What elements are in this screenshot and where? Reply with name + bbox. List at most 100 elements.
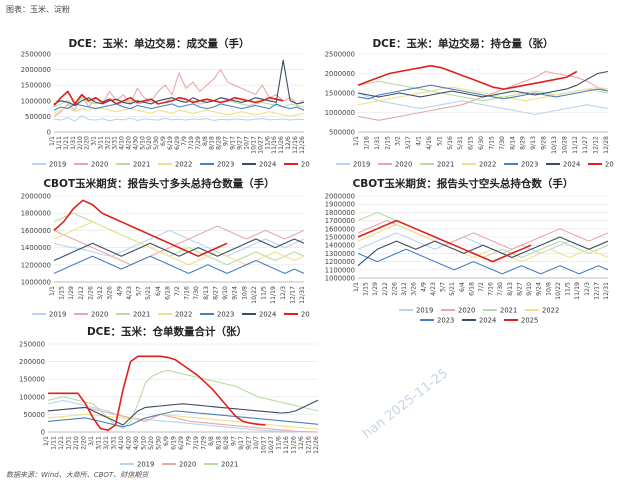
series-line-2022 xyxy=(357,224,609,263)
x-tick-label: 4/30 xyxy=(132,136,139,150)
x-tick-label: 5/7 xyxy=(440,282,447,292)
x-tick-label: 4/1 xyxy=(416,136,423,146)
x-tick-label: 7/30 xyxy=(193,286,200,300)
x-tick-label: 3/2 xyxy=(395,136,402,146)
x-tick-label: 12/6 xyxy=(285,136,292,150)
x-tick-label: 10/28 xyxy=(561,136,568,154)
cbot-short-chart-svg: CBOT玉米期货：报告头寸空头总持仓数（手） 100000011000001200… xyxy=(325,177,610,324)
chart-cbot-long: CBOT玉米期货：报告头寸多头总持仓数量（手） 1000000 1200000 140… xyxy=(8,174,310,319)
x-tick-label: 12/6 xyxy=(298,436,305,450)
x-tick-label: 6/4 xyxy=(155,286,162,296)
x-tick-label: 4/23 xyxy=(430,282,437,296)
series-line-2025 xyxy=(53,90,284,107)
chart-title: DCE：玉米：单边交易：成交量（手） xyxy=(68,37,249,50)
series-line-2024 xyxy=(47,399,319,426)
x-tick-label: 11/12 xyxy=(572,136,579,154)
y-tick-label: 1000000 xyxy=(325,109,355,117)
legend-label-2019: 2019 xyxy=(137,461,154,468)
series-line-2022 xyxy=(53,106,305,117)
legend-label-2022: 2022 xyxy=(175,311,192,319)
x-tick-label: 9/27 xyxy=(246,436,253,450)
series-line-2024 xyxy=(53,59,305,107)
x-tick-label: 4/10 xyxy=(118,436,125,450)
x-tick-label: 9/10 xyxy=(526,282,533,296)
x-tick-label: 4/9 xyxy=(116,286,123,296)
y-tick-label: 150000 xyxy=(19,376,45,384)
x-tick-label: 10/22 xyxy=(251,286,258,304)
legend-label-2020: 2020 xyxy=(91,161,108,169)
x-tick-label: 5/21 xyxy=(145,286,152,300)
x-tick-label: 12/31 xyxy=(299,286,306,304)
y-tick-label: 2000000 xyxy=(21,66,51,74)
x-tick-label: 6/9 xyxy=(160,136,167,146)
x-tick-label: 5/1 xyxy=(436,136,443,146)
y-tick-label: 1000000 xyxy=(21,279,51,287)
x-tick-label: 3/26 xyxy=(411,282,418,296)
x-tick-label: 1/29 xyxy=(68,286,75,300)
x-tick-label: 6/4 xyxy=(459,282,466,292)
x-tick-label: 4/20 xyxy=(125,136,132,150)
chart-dce-warrants: DCE：玉米：仓单数量合计（张） 0 50000 100000 150000 200000… xyxy=(8,322,326,467)
y-tick-label: 1200000 xyxy=(325,258,355,266)
y-tick-label: 1400000 xyxy=(21,244,51,252)
x-tick-label: 8/8 xyxy=(208,436,215,446)
x-tick-label: 1/1 xyxy=(353,136,360,146)
x-tick-label: 10/17 xyxy=(261,436,268,454)
x-tick-label: 5/10 xyxy=(141,436,148,450)
x-tick-label: 7/9 xyxy=(181,136,188,146)
x-tick-label: 10/8 xyxy=(545,282,552,296)
x-tick-label: 8/18 xyxy=(216,436,223,450)
x-tick-label: 6/18 xyxy=(468,282,475,296)
x-tick-label: 8/28 xyxy=(223,436,230,450)
x-tick-label: 8/8 xyxy=(202,136,209,146)
watermark: han 2025-11-25 xyxy=(360,365,452,442)
x-tick-label: 6/19 xyxy=(167,136,174,150)
x-tick-label: 12/26 xyxy=(313,436,320,454)
x-tick-label: 2/15 xyxy=(384,136,391,150)
legend-label-2019: 2019 xyxy=(416,307,433,315)
x-tick-label: 1/1 xyxy=(49,286,56,296)
x-tick-label: 11/16 xyxy=(283,436,290,454)
x-tick-label: 11/5 xyxy=(565,282,572,296)
x-tick-label: 12/12 xyxy=(593,136,600,154)
series-line-2025 xyxy=(53,199,228,257)
y-tick-label: 1700000 xyxy=(325,217,355,225)
y-tick-label: 500000 xyxy=(25,113,51,121)
y-tick-label: 1500000 xyxy=(325,234,355,242)
x-tick-label: 8/28 xyxy=(216,136,223,150)
y-tick-label: 200000 xyxy=(19,358,45,366)
series-line-2019 xyxy=(53,229,305,257)
x-tick-label: 4/9 xyxy=(420,282,427,292)
y-tick-label: 1100000 xyxy=(325,266,355,274)
legend-label-2022: 2022 xyxy=(542,307,559,315)
series-line-2019 xyxy=(357,92,609,116)
x-tick-label: 9/24 xyxy=(536,282,543,296)
x-tick-label: 3/1 xyxy=(88,436,95,446)
x-tick-label: 3/21 xyxy=(103,436,110,450)
x-tick-label: 5/21 xyxy=(449,282,456,296)
legend-label-2023: 2023 xyxy=(217,311,234,319)
series-line-2021 xyxy=(357,211,609,259)
x-tick-label: 12/26 xyxy=(299,136,306,154)
x-tick-label: 8/14 xyxy=(509,136,516,150)
series-line-2023 xyxy=(53,255,305,274)
x-tick-label: 7/2 xyxy=(174,286,181,296)
x-tick-label: 7/15 xyxy=(488,136,495,150)
x-tick-label: 9/17 xyxy=(238,436,245,450)
series-line-2025 xyxy=(357,219,532,263)
x-tick-label: 7/19 xyxy=(188,136,195,150)
x-tick-label: 9/7 xyxy=(231,436,238,446)
y-tick-label: 1000000 xyxy=(325,275,355,283)
x-tick-label: 10/27 xyxy=(268,436,275,454)
cbot-long-chart-svg: CBOT玉米期货：报告头寸多头总持仓数量（手） 1000000 1200000 140… xyxy=(21,177,310,319)
x-tick-label: 11/16 xyxy=(271,136,278,154)
x-tick-label: 9/27 xyxy=(237,136,244,150)
dce-warrants-chart-svg: DCE：玉米：仓单数量合计（张） 0 50000 100000 150000 200000… xyxy=(19,325,320,468)
x-tick-label: 9/17 xyxy=(230,136,237,150)
x-tick-label: 3/26 xyxy=(107,286,114,300)
series-line-2020 xyxy=(47,406,319,433)
x-tick-label: 6/15 xyxy=(468,136,475,150)
x-tick-label: 1/31 xyxy=(66,436,73,450)
chart-cbot-short: CBOT玉米期货：报告头寸空头总持仓数（手） 1000000 1100000 1200… xyxy=(312,174,614,324)
x-tick-label: 7/9 xyxy=(186,436,193,446)
